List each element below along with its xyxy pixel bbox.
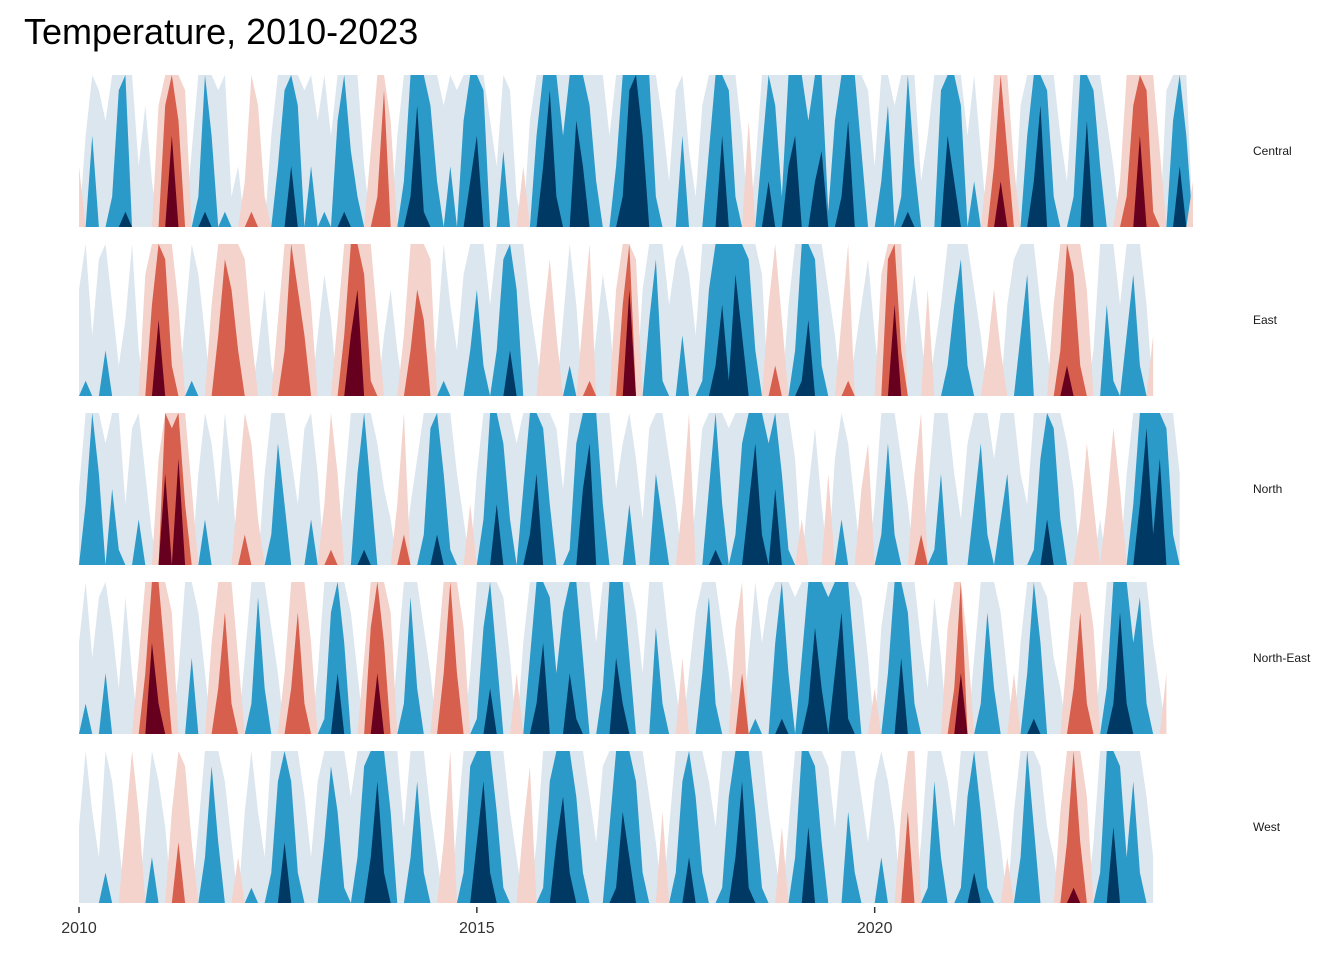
band-pos-2-east xyxy=(79,244,1154,396)
band-pos-2-north xyxy=(79,413,1180,565)
panel-north-east xyxy=(79,582,1167,734)
x-tick-label-2010: 2010 xyxy=(61,920,97,937)
strip-label-west: West xyxy=(1253,820,1281,834)
strip-label-central: Central xyxy=(1253,144,1292,158)
chart-title: Temperature, 2010-2023 xyxy=(24,11,419,52)
band-neg-2-north xyxy=(79,413,1180,565)
strip-label-north: North xyxy=(1253,482,1282,496)
band-neg-2-west xyxy=(79,751,1154,903)
band-neg-2-north-east xyxy=(79,582,1167,734)
chart-panels: Central East North North-East West xyxy=(79,75,1311,903)
x-tick-label-2020: 2020 xyxy=(857,920,893,937)
band-pos-3-east xyxy=(79,289,1154,396)
strip-label-east: East xyxy=(1253,313,1278,327)
band-pos-1-central xyxy=(79,75,1193,227)
band-pos-2-north-east xyxy=(79,582,1167,734)
band-neg-1-east xyxy=(79,244,1154,396)
band-pos-1-west xyxy=(79,751,1154,903)
panel-north xyxy=(79,413,1180,565)
strip-label-north-east: North-East xyxy=(1253,651,1311,665)
panel-central xyxy=(79,75,1193,227)
x-tick-label-2015: 2015 xyxy=(459,920,495,937)
x-axis: 2010 2015 2020 xyxy=(61,907,893,937)
band-neg-3-central xyxy=(79,75,1193,227)
panel-west xyxy=(79,751,1154,903)
panel-east xyxy=(79,244,1154,396)
band-neg-3-north-east xyxy=(79,612,1167,734)
